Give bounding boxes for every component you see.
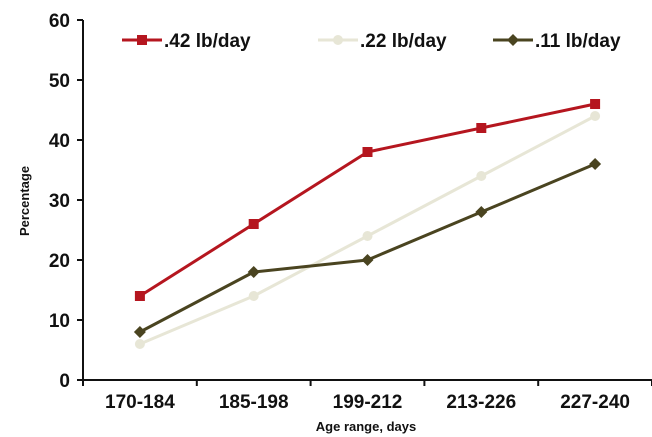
legend-marker [137, 35, 147, 45]
series-3 [133, 158, 602, 338]
x-tick-label: 170-184 [105, 392, 175, 413]
legend: .42 lb/day .22 lb/day .11 lb/day [122, 31, 621, 52]
data-point [361, 254, 374, 266]
y-tick-label: 30 [49, 191, 70, 212]
x-tick-label: 199-212 [333, 392, 403, 413]
legend-item: .11 lb/day [493, 31, 621, 52]
legend-label: .22 lb/day [360, 31, 447, 52]
legend-marker [333, 35, 343, 45]
y-tick-label: 10 [49, 311, 70, 332]
y-ticks: 0 10 20 30 40 50 60 [49, 11, 83, 392]
data-point [134, 291, 145, 301]
y-tick-label: 20 [49, 251, 70, 272]
y-tick-label: 40 [49, 131, 70, 152]
x-tick-label: 185-198 [219, 392, 289, 413]
x-tick-label: 227-240 [560, 392, 630, 413]
legend-item: .42 lb/day [122, 31, 251, 52]
legend-item: .22 lb/day [318, 31, 447, 52]
y-tick-label: 0 [59, 371, 70, 392]
legend-label: .11 lb/day [535, 31, 621, 52]
x-tick-label: 213-226 [446, 392, 516, 413]
data-point [589, 158, 602, 170]
data-point [590, 111, 601, 121]
data-point [590, 99, 601, 109]
data-point [133, 326, 146, 338]
y-tick-label: 60 [49, 11, 70, 32]
data-point [476, 171, 487, 181]
data-point [476, 123, 487, 133]
x-axis-title: Age range, days [316, 419, 416, 434]
data-point [248, 219, 259, 229]
legend-marker [507, 34, 519, 46]
series-2 [134, 111, 601, 349]
y-tick-label: 50 [49, 71, 70, 92]
data-point [362, 147, 373, 157]
data-point [362, 231, 373, 241]
axes [82, 20, 652, 381]
x-ticks: 170-184 185-198 199-212 213-226 227-240 [82, 380, 652, 413]
data-point [475, 206, 488, 218]
series-line [139, 162, 596, 334]
y-axis-title: Percentage [17, 166, 32, 236]
data-point [247, 266, 260, 278]
data-point [134, 339, 145, 349]
legend-label: .42 lb/day [164, 31, 251, 52]
series-line [139, 102, 596, 298]
series-layer [133, 99, 602, 349]
series-1 [134, 99, 601, 301]
data-point [248, 291, 259, 301]
